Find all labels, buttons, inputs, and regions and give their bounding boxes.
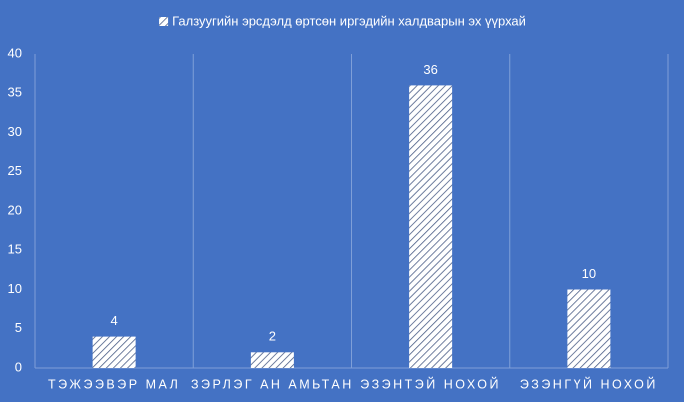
bar	[409, 85, 453, 369]
y-tick-label: 5	[15, 320, 22, 335]
data-label: 4	[111, 313, 118, 328]
x-tick-label: ЭЗЭНГҮЙ НОХОЙ	[520, 376, 658, 391]
legend-swatch	[159, 17, 169, 26]
bar	[92, 336, 136, 368]
y-tick-label: 20	[8, 202, 22, 217]
bar	[250, 352, 294, 368]
legend-label: Галзуугийн эрсдэлд өртсөн иргэдийн халдв…	[172, 13, 526, 28]
y-tick-label: 10	[8, 281, 22, 296]
y-tick-label: 30	[8, 124, 22, 139]
y-tick-label: 25	[8, 163, 22, 178]
y-tick-label: 40	[8, 45, 22, 60]
x-tick-label: ЗЭРЛЭГ АН АМЬТАН	[191, 377, 354, 391]
y-tick-label: 15	[8, 242, 22, 257]
y-tick-label: 0	[15, 359, 22, 374]
x-tick-label: ТЭЖЭЭВЭР МАЛ	[48, 377, 180, 391]
data-label: 10	[582, 266, 596, 281]
data-label: 2	[269, 329, 276, 344]
bar	[567, 289, 611, 368]
x-tick-label: ЭЗЭНТЭЙ НОХОЙ	[360, 376, 501, 391]
data-label: 36	[423, 62, 437, 77]
y-tick-label: 35	[8, 85, 22, 100]
